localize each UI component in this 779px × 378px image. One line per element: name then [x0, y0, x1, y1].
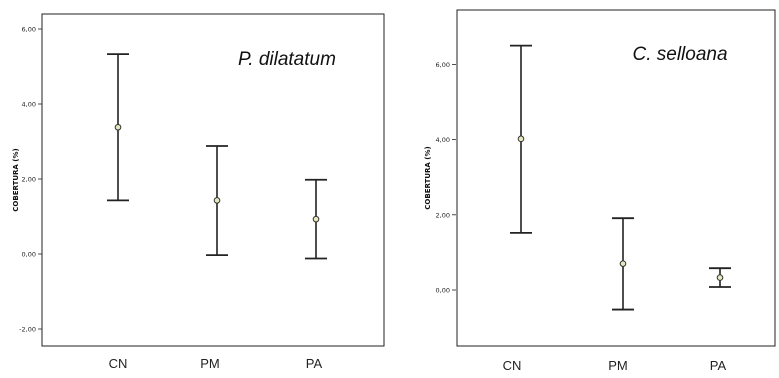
y-tick-label: 2,00	[22, 176, 36, 184]
x-category-label: PM	[200, 356, 220, 371]
error-bars	[107, 53, 327, 260]
error-bar-pa	[709, 267, 731, 288]
mean-marker	[517, 135, 525, 143]
error-bar-pm	[206, 145, 228, 257]
x-categories: CN PM PA	[109, 356, 323, 371]
y-axis-label: COBERTURA (%)	[424, 146, 432, 209]
y-ticks: 0,00 2,00 4,00 6,00	[436, 61, 456, 295]
error-bar-cn	[107, 53, 129, 202]
y-tick-label: 2,00	[436, 211, 450, 219]
mean-marker	[716, 274, 724, 281]
x-category-label: PA	[710, 358, 727, 373]
x-category-label: CN	[503, 358, 522, 373]
mean-marker	[619, 260, 627, 267]
mean-marker	[114, 123, 122, 131]
error-bar-pa	[305, 178, 327, 260]
y-tick-label: 4,00	[22, 101, 36, 109]
x-category-label: PA	[306, 356, 323, 371]
panel-p-dilatatum: P. dilatatum COBERTURA (%) -2,00 0,00 2,00…	[12, 13, 385, 371]
y-tick-label: 6,00	[22, 26, 36, 34]
plot-frame	[456, 9, 776, 347]
y-axis-label: COBERTURA (%)	[12, 148, 20, 211]
mean-marker	[213, 197, 221, 204]
error-bars	[510, 44, 731, 311]
y-ticks: -2,00 0,00 2,00 4,00 6,00	[19, 26, 42, 334]
chart-title: C. selloana	[632, 44, 727, 65]
mean-marker	[312, 215, 320, 223]
chart-title: P. dilatatum	[238, 49, 336, 70]
y-tick-label: 0,00	[22, 251, 36, 259]
x-category-label: CN	[109, 356, 128, 371]
y-tick-label: -2,00	[19, 326, 36, 334]
y-tick-label: 6,00	[436, 61, 450, 69]
error-bar-pm	[612, 217, 634, 311]
x-categories: CN PM PA	[503, 358, 727, 373]
y-tick-label: 0,00	[436, 287, 450, 295]
panel-c-selloana: C. selloana COBERTURA (%) 0,00 2,00 4,00 6,…	[424, 9, 776, 373]
x-category-label: PM	[608, 358, 628, 373]
y-tick-label: 4,00	[436, 136, 450, 144]
plot-frame	[41, 13, 385, 347]
error-bar-cn	[510, 44, 532, 234]
